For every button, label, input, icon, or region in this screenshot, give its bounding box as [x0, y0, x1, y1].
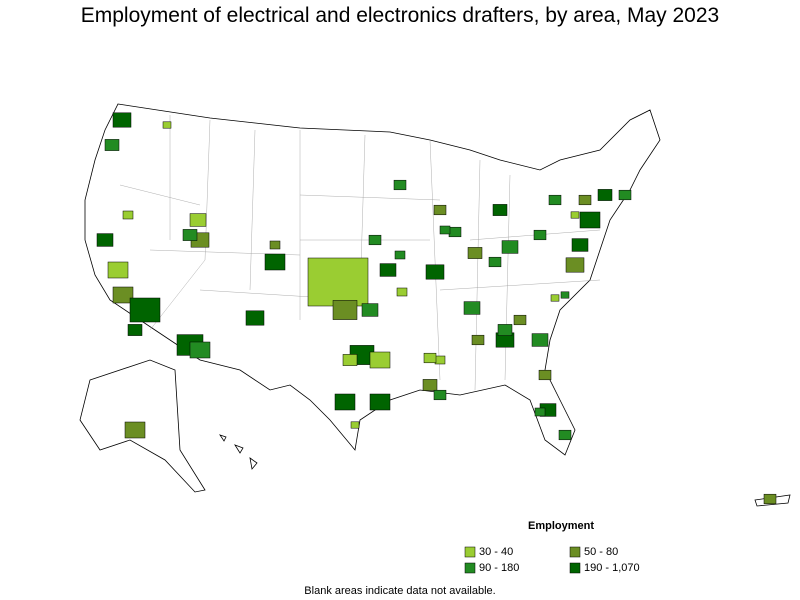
- legend-label: 190 - 1,070: [584, 562, 640, 574]
- area: [492, 204, 508, 216]
- area: [379, 263, 397, 277]
- area: [394, 250, 406, 260]
- area: [448, 226, 462, 238]
- legend-label: 90 - 180: [479, 562, 519, 574]
- area: [245, 310, 265, 326]
- area: [127, 324, 143, 336]
- area: [269, 240, 281, 250]
- area: [369, 351, 391, 369]
- area: [439, 225, 451, 235]
- legend-swatch: [464, 546, 476, 558]
- employment-areas: [96, 112, 777, 505]
- area: [189, 213, 207, 227]
- area: [307, 257, 369, 307]
- area: [112, 286, 134, 304]
- area: [558, 429, 572, 441]
- area: [124, 421, 146, 439]
- area: [571, 238, 589, 252]
- area: [342, 354, 358, 366]
- area: [534, 407, 546, 417]
- area: [122, 210, 134, 220]
- area: [501, 240, 519, 254]
- hawaii: [219, 434, 258, 470]
- area: [104, 139, 120, 151]
- area: [334, 393, 356, 411]
- area: [467, 247, 483, 259]
- map-title: Employment of electrical and electronics…: [81, 4, 719, 27]
- area: [578, 194, 592, 206]
- legend-swatch: [569, 562, 581, 574]
- legend: Employment 30 - 40 50 - 80 90 - 180 190 - 1…: [464, 520, 640, 574]
- area: [565, 257, 585, 273]
- area: [396, 287, 408, 297]
- area: [488, 256, 502, 268]
- area: [112, 112, 132, 128]
- area: [433, 204, 447, 216]
- note: Blank areas indicate data not available.: [304, 585, 495, 597]
- area: [513, 314, 527, 326]
- area: [434, 355, 446, 365]
- map: [79, 103, 791, 507]
- area: [550, 294, 560, 302]
- area: [189, 341, 211, 359]
- area: [763, 493, 777, 505]
- legend-label: 30 - 40: [479, 546, 513, 558]
- legend-swatch: [569, 546, 581, 558]
- area: [162, 121, 172, 129]
- area: [332, 300, 358, 320]
- area: [107, 261, 129, 279]
- area: [463, 301, 481, 315]
- area: [182, 229, 198, 241]
- area: [368, 234, 382, 246]
- legend-label: 50 - 80: [584, 546, 618, 558]
- area: [350, 421, 360, 429]
- area: [423, 352, 437, 364]
- area: [579, 211, 601, 229]
- area: [433, 389, 447, 401]
- area: [538, 369, 552, 381]
- area: [129, 297, 161, 323]
- area: [264, 253, 286, 271]
- area: [597, 189, 613, 201]
- area: [393, 179, 407, 191]
- area: [425, 264, 445, 280]
- area: [471, 334, 485, 346]
- area: [96, 233, 114, 247]
- area: [369, 393, 391, 411]
- area: [531, 333, 549, 347]
- legend-title: Employment: [528, 520, 594, 532]
- area: [570, 211, 580, 219]
- state-borders: [119, 115, 601, 391]
- legend-swatch: [464, 562, 476, 574]
- area: [361, 303, 379, 317]
- area: [533, 229, 547, 241]
- area: [560, 291, 570, 299]
- us-outline: [84, 103, 661, 456]
- area: [497, 324, 513, 336]
- area: [422, 379, 438, 391]
- area: [618, 189, 632, 201]
- legend-items: 30 - 40 50 - 80 90 - 180 190 - 1,070: [464, 546, 640, 574]
- area: [548, 194, 562, 206]
